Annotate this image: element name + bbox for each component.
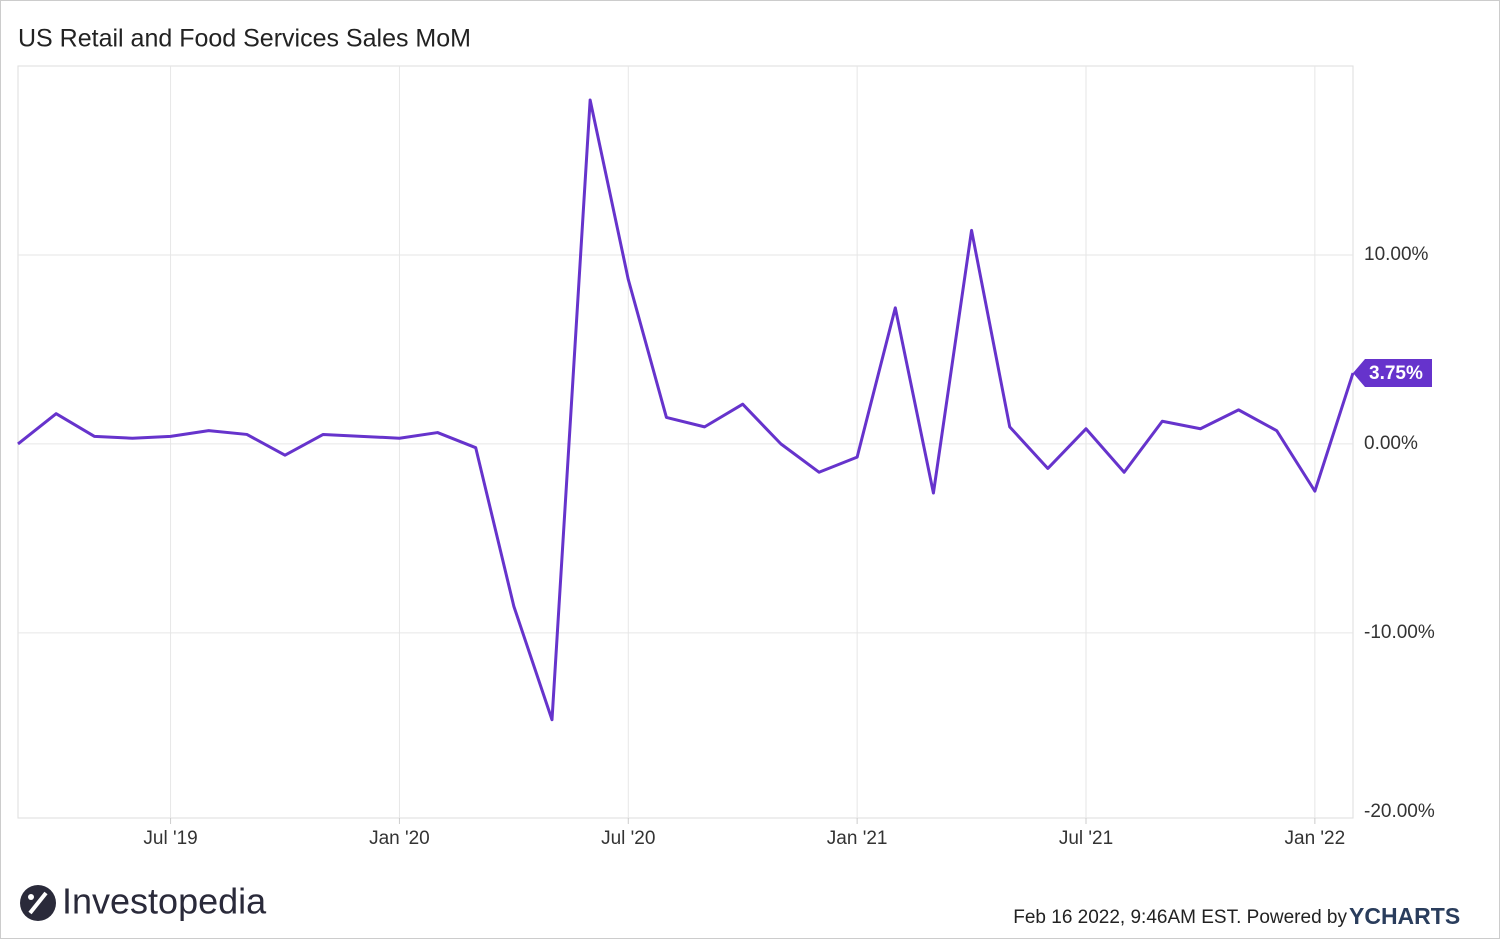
x-tick-label: Jul '19 <box>143 828 197 849</box>
line <box>17 98 1355 722</box>
x-tick-label: Jul '20 <box>601 828 655 849</box>
timestamp: Feb 16 2022, 9:46AM EST. Powered by <box>1013 907 1347 928</box>
brand: Investopedia <box>62 881 267 922</box>
y-tick-label: -20.00% <box>1364 801 1435 822</box>
x-tick-label: Jan '20 <box>369 828 430 849</box>
powered-by: YCHARTS <box>1349 903 1460 929</box>
x-tick-label: Jan '22 <box>1285 828 1346 849</box>
x-tick-label: Jan '21 <box>827 828 888 849</box>
value-label: 3.75% <box>1369 363 1423 384</box>
logo-icon <box>20 885 56 921</box>
chart-title: US Retail and Food Services Sales MoM <box>18 25 471 53</box>
y-tick-label: 10.00% <box>1364 244 1429 265</box>
y-tick-label: -10.00% <box>1364 622 1435 643</box>
value-tag <box>1353 359 1432 388</box>
y-tick-label: 0.00% <box>1364 433 1418 454</box>
x-tick-label: Jul '21 <box>1059 828 1113 849</box>
